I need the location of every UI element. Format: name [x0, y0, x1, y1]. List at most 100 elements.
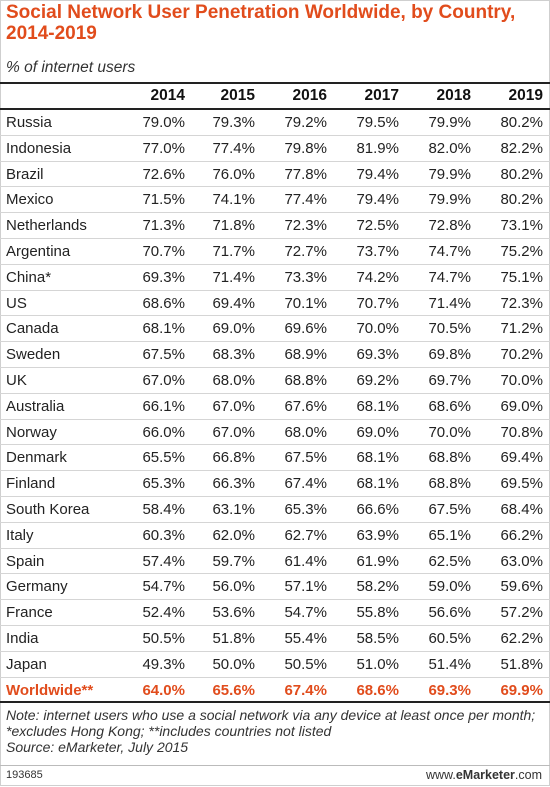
- value-cell-2019: 69.0%: [500, 397, 543, 415]
- table-row: South Korea 58.4% 63.1% 65.3% 66.6% 67.5% 68.4…: [0, 497, 550, 523]
- country-name: US: [6, 294, 27, 312]
- value-cell-2015: 79.3%: [212, 114, 255, 131]
- value-cell-2018: 72.8%: [428, 217, 471, 235]
- value-cell-2016: 61.4%: [284, 552, 327, 570]
- value-cell-2015: 77.4%: [212, 139, 255, 157]
- value-cell-2017: 79.4%: [356, 165, 399, 183]
- value-cell-2017: 79.5%: [356, 114, 399, 131]
- value-cell-2017: 68.6%: [356, 681, 399, 699]
- table-row: Canada 68.1% 69.0% 69.6% 70.0% 70.5% 71.2%: [0, 316, 550, 343]
- value-cell-2017: 58.2%: [356, 578, 399, 596]
- country-name: Germany: [6, 578, 68, 596]
- total-row: Worldwide** 64.0% 65.6% 67.4% 68.6% 69.3% 69.9…: [0, 678, 550, 704]
- value-cell-2019: 73.1%: [500, 217, 543, 235]
- value-cell-2016: 68.9%: [284, 346, 327, 364]
- value-cell-2015: 67.0%: [212, 397, 255, 415]
- value-cell-2019: 80.2%: [500, 191, 543, 209]
- column-header-2017: 2017: [364, 87, 399, 104]
- value-cell-2015: 68.0%: [212, 371, 255, 389]
- table-row: Denmark 65.5% 66.8% 67.5% 68.1% 68.8% 69.4%: [0, 445, 550, 472]
- value-cell-2014: 71.5%: [142, 191, 185, 209]
- value-cell-2017: 69.0%: [356, 423, 399, 441]
- value-cell-2016: 73.3%: [284, 268, 327, 286]
- value-cell-2014: 60.3%: [142, 526, 185, 544]
- value-cell-2018: 74.7%: [428, 242, 471, 260]
- table-row: Russia 79.0% 79.3% 79.2% 79.5% 79.9% 80.2%: [0, 110, 550, 136]
- value-cell-2014: 70.7%: [142, 242, 185, 260]
- value-cell-2018: 70.0%: [428, 423, 471, 441]
- value-cell-2016: 77.8%: [284, 165, 327, 183]
- country-name: South Korea: [6, 500, 90, 518]
- table-row: Sweden 67.5% 68.3% 68.9% 69.3% 69.8% 70.2%: [0, 342, 550, 368]
- value-cell-2017: 55.8%: [356, 604, 399, 622]
- value-cell-2015: 71.8%: [212, 217, 255, 235]
- value-cell-2019: 70.0%: [500, 371, 543, 389]
- value-cell-2018: 69.3%: [428, 681, 471, 699]
- country-name: Brazil: [6, 165, 44, 183]
- value-cell-2017: 68.1%: [356, 449, 399, 467]
- value-cell-2016: 77.4%: [284, 191, 327, 209]
- country-name: Italy: [6, 526, 34, 544]
- value-cell-2017: 66.6%: [356, 500, 399, 518]
- table-row: Mexico 71.5% 74.1% 77.4% 79.4% 79.9% 80.2%: [0, 187, 550, 214]
- value-cell-2018: 82.0%: [428, 139, 471, 157]
- table-row: Italy 60.3% 62.0% 62.7% 63.9% 65.1% 66.2%: [0, 523, 550, 549]
- table-row: UK 67.0% 68.0% 68.8% 69.2% 69.7% 70.0%: [0, 368, 550, 394]
- value-cell-2016: 79.8%: [284, 139, 327, 157]
- value-cell-2018: 79.9%: [428, 191, 471, 209]
- value-cell-2019: 70.2%: [500, 346, 543, 364]
- table-row: France 52.4% 53.6% 54.7% 55.8% 56.6% 57.2%: [0, 600, 550, 626]
- value-cell-2016: 67.5%: [284, 449, 327, 467]
- value-cell-2016: 67.4%: [284, 681, 327, 699]
- value-cell-2015: 59.7%: [212, 552, 255, 570]
- value-cell-2018: 79.9%: [428, 114, 471, 131]
- value-cell-2014: 64.0%: [142, 681, 185, 699]
- value-cell-2019: 66.2%: [500, 526, 543, 544]
- value-cell-2017: 68.1%: [356, 475, 399, 493]
- table-row: Spain 57.4% 59.7% 61.4% 61.9% 62.5% 63.0%: [0, 549, 550, 575]
- value-cell-2015: 50.0%: [212, 655, 255, 673]
- country-name: Canada: [6, 320, 59, 338]
- country-name: UK: [6, 371, 27, 389]
- value-cell-2016: 69.6%: [284, 320, 327, 338]
- value-cell-2016: 65.3%: [284, 500, 327, 518]
- value-cell-2019: 57.2%: [500, 604, 543, 622]
- table-row: India 50.5% 51.8% 55.4% 58.5% 60.5% 62.2%: [0, 626, 550, 652]
- value-cell-2016: 54.7%: [284, 604, 327, 622]
- value-cell-2015: 51.8%: [212, 629, 255, 647]
- brand-link[interactable]: www.eMarketer.com: [426, 768, 542, 782]
- value-cell-2014: 52.4%: [142, 604, 185, 622]
- value-cell-2019: 80.2%: [500, 114, 543, 131]
- value-cell-2014: 67.0%: [142, 371, 185, 389]
- country-name: Norway: [6, 423, 57, 441]
- value-cell-2014: 77.0%: [142, 139, 185, 157]
- value-cell-2019: 72.3%: [500, 294, 543, 312]
- table-row: Japan 49.3% 50.0% 50.5% 51.0% 51.4% 51.8%: [0, 652, 550, 678]
- value-cell-2018: 68.8%: [428, 449, 471, 467]
- value-cell-2018: 67.5%: [428, 500, 471, 518]
- value-cell-2017: 69.2%: [356, 371, 399, 389]
- column-header-2019: 2019: [508, 87, 543, 104]
- value-cell-2015: 67.0%: [212, 423, 255, 441]
- value-cell-2019: 68.4%: [500, 500, 543, 518]
- value-cell-2015: 74.1%: [212, 191, 255, 209]
- value-cell-2017: 70.7%: [356, 294, 399, 312]
- value-cell-2019: 75.2%: [500, 242, 543, 260]
- value-cell-2015: 66.8%: [212, 449, 255, 467]
- value-cell-2018: 59.0%: [428, 578, 471, 596]
- country-name: Australia: [6, 397, 65, 415]
- value-cell-2017: 70.0%: [356, 320, 399, 338]
- value-cell-2015: 71.4%: [212, 268, 255, 286]
- value-cell-2014: 66.1%: [142, 397, 185, 415]
- value-cell-2018: 70.5%: [428, 320, 471, 338]
- value-cell-2019: 71.2%: [500, 320, 543, 338]
- value-cell-2014: 58.4%: [142, 500, 185, 518]
- value-cell-2018: 60.5%: [428, 629, 471, 647]
- value-cell-2015: 71.7%: [212, 242, 255, 260]
- value-cell-2018: 62.5%: [428, 552, 471, 570]
- footnote-text: Note: internet users who use a social ne…: [6, 707, 536, 739]
- value-cell-2014: 50.5%: [142, 629, 185, 647]
- value-cell-2016: 72.3%: [284, 217, 327, 235]
- table-body: Russia 79.0% 79.3% 79.2% 79.5% 79.9% 80.2% Indo…: [0, 110, 550, 704]
- country-name: Argentina: [6, 242, 71, 260]
